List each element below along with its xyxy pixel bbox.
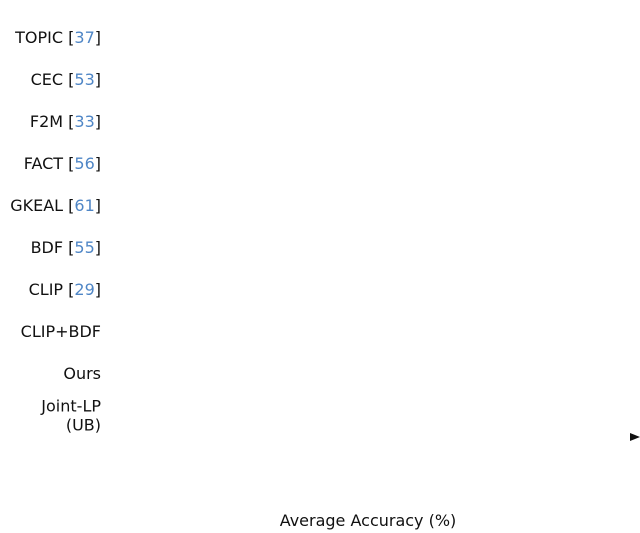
- y-tick-label: BDF [55]: [31, 238, 101, 257]
- y-tick-label: F2M [33]: [30, 112, 101, 131]
- y-tick-label: CEC [53]: [31, 70, 101, 89]
- axes: TOPIC [37] CEC [53] F2M [33] FACT [56] GKEAL…: [10, 28, 640, 441]
- y-tick-label: CLIP+BDF: [21, 322, 101, 341]
- y-tick-label: FACT [56]: [24, 154, 101, 173]
- y-tick-label: Joint-LP (UB): [40, 396, 101, 434]
- y-tick-label: GKEAL [61]: [10, 196, 101, 215]
- y-tick-label: Ours: [63, 364, 101, 383]
- x-axis-arrow: [630, 433, 640, 441]
- y-tick-label: TOPIC [37]: [14, 28, 101, 47]
- y-tick-label: CLIP [29]: [29, 280, 101, 299]
- x-axis-label: Average Accuracy (%): [280, 511, 457, 530]
